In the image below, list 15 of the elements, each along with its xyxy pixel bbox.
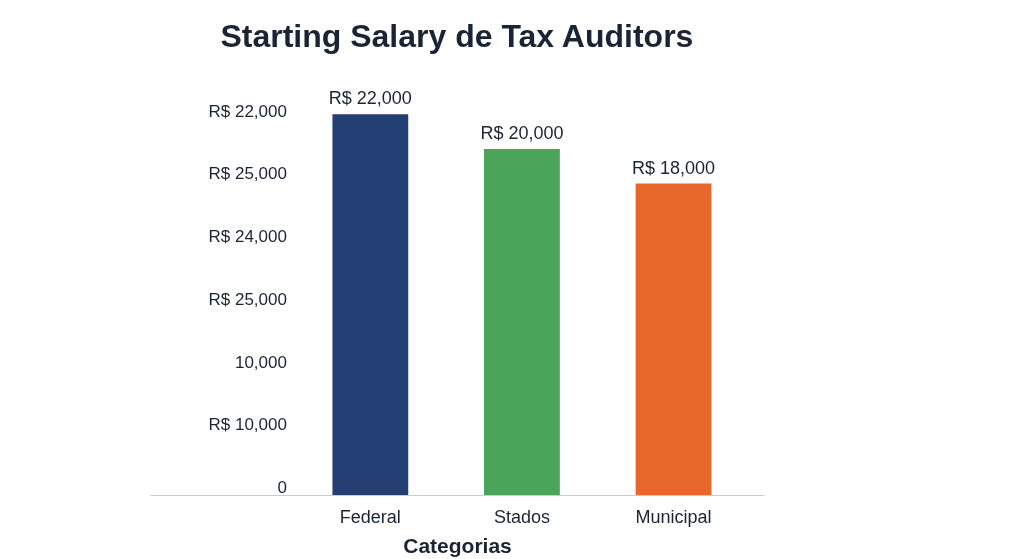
text: R$ 10,000 — [208, 414, 287, 434]
data-label: R$ 20,000 — [480, 122, 564, 143]
chart-title: Starting Salary de Tax Auditors — [220, 17, 694, 54]
text: R$ 25,000 — [208, 289, 287, 309]
text: 10,000 — [234, 352, 287, 372]
data-label: R$ 18,000 — [632, 157, 716, 178]
text: R$ 25,000 — [208, 164, 287, 184]
x-tick-label: Municipal — [635, 506, 712, 527]
x-tick-label: Stados — [493, 506, 550, 527]
text: 0 — [277, 477, 287, 497]
x-tick-label: Federal — [339, 506, 401, 527]
x-axis-title: Categorias — [403, 533, 512, 557]
text: R$ 22,000 — [208, 101, 287, 121]
text: R$ 24,000 — [208, 226, 287, 246]
data-label: R$ 22,000 — [328, 88, 412, 109]
